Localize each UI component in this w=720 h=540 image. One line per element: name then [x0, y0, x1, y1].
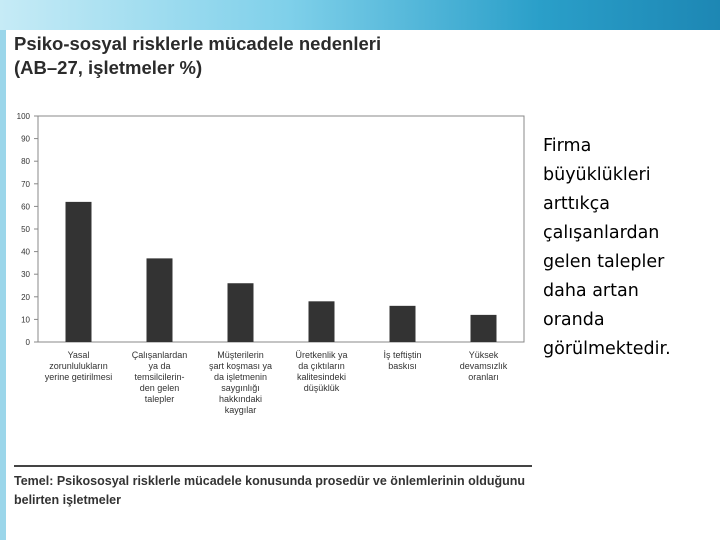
x-tick-label: devamsızlık [460, 361, 508, 371]
y-tick-label: 20 [21, 293, 30, 302]
x-tick-label: Çalışanlardan [132, 350, 188, 360]
side-text-line: oranda [543, 310, 605, 330]
chart-title-block: Psiko-sosyal risklerle mücadele nedenler… [14, 32, 534, 80]
bar [65, 201, 92, 342]
y-tick-label: 80 [21, 157, 30, 166]
y-tick-label: 0 [26, 338, 31, 347]
y-tick-label: 10 [21, 315, 30, 324]
footnote-divider [14, 465, 532, 467]
x-tick-label: yerine getirilmesi [45, 372, 113, 382]
x-tick-label: Yüksek [469, 350, 499, 360]
x-tick-label: temsilcilerin- [134, 372, 184, 382]
bar [146, 258, 173, 342]
side-text-line: Firma [543, 136, 592, 156]
bar [227, 283, 254, 342]
x-tick-label: Yasal [68, 350, 90, 360]
side-text-line: gelen talepler [543, 252, 665, 272]
x-tick-label: kalitesindeki [297, 372, 346, 382]
bar [308, 301, 335, 342]
side-text-line: çalışanlardan [543, 223, 660, 243]
side-text-line: arttıkça [543, 194, 610, 214]
bar [389, 305, 416, 342]
y-tick-label: 70 [21, 180, 30, 189]
x-tick-label: baskısı [388, 361, 417, 371]
y-tick-label: 60 [21, 202, 30, 211]
y-tick-label: 30 [21, 270, 30, 279]
y-tick-label: 100 [17, 112, 31, 121]
x-tick-label: kaygılar [225, 405, 257, 415]
chart-footnote: Temel: Psikososyal risklerle mücadele ko… [14, 474, 526, 507]
x-tick-label: da çıktıların [298, 361, 345, 371]
chart-panel: Psiko-sosyal risklerle mücadele nedenler… [6, 30, 540, 518]
x-tick-label: den gelen [140, 383, 180, 393]
side-text-line: görülmektedir. [543, 339, 671, 359]
side-text-line: daha artan [543, 281, 639, 301]
header-decoration [0, 0, 720, 30]
chart-subtitle: (AB–27, işletmeler %) [14, 57, 203, 78]
x-tick-label: saygınlığı [221, 383, 260, 393]
x-tick-label: düşüklük [304, 383, 340, 393]
y-tick-label: 90 [21, 135, 30, 144]
x-tick-label: şart koşması ya [209, 361, 272, 371]
side-text-line: büyüklükleri [543, 165, 651, 185]
x-tick-label: da işletmenin [214, 372, 267, 382]
y-tick-label: 50 [21, 225, 30, 234]
x-tick-label: Müşterilerin [217, 350, 264, 360]
x-tick-label: zorunlulukların [49, 361, 108, 371]
x-tick-label: İş teftiştin [383, 350, 421, 360]
x-tick-label: Üretkenlik ya [295, 350, 347, 360]
x-tick-label: oranları [468, 372, 499, 382]
plot-frame [37, 115, 525, 343]
x-tick-label: talepler [145, 394, 175, 404]
left-decoration [0, 30, 6, 540]
x-tick-label: hakkındaki [219, 394, 262, 404]
side-commentary: Firma büyüklükleri arttıkça çalışanlardan ge… [543, 132, 718, 364]
x-tick-label: ya da [148, 361, 170, 371]
bar [470, 314, 497, 342]
y-tick-label: 40 [21, 248, 30, 257]
bar-chart: 0 10 20 30 40 50 60 70 80 90 100 Yasalzorunluluklar… [17, 112, 525, 415]
chart-title: Psiko-sosyal risklerle mücadele nedenler… [14, 33, 382, 54]
